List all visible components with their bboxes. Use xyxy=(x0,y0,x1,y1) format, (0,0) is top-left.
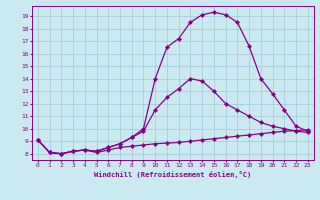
X-axis label: Windchill (Refroidissement éolien,°C): Windchill (Refroidissement éolien,°C) xyxy=(94,171,252,178)
